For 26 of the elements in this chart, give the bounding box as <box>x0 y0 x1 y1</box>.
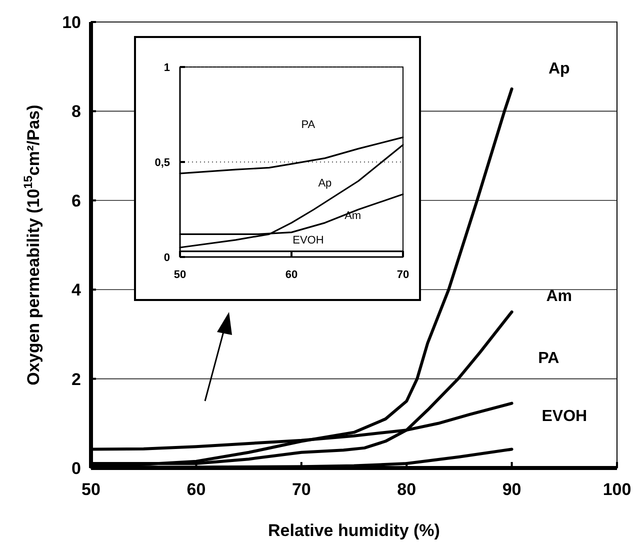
x-tick-label: 100 <box>602 480 632 499</box>
y-tick-label: 4 <box>72 280 82 300</box>
x-tick-label: 70 <box>292 480 311 499</box>
series-label: EVOH <box>292 234 324 247</box>
x-tick-label: 60 <box>186 480 206 499</box>
text: EVOH <box>542 408 588 426</box>
x-tick-label: 80 <box>397 480 416 499</box>
x-tick-label: 60 <box>285 269 298 281</box>
text: PA <box>538 350 560 368</box>
y-tick-label: 0,5 <box>154 156 170 169</box>
y-tick-label: 6 <box>72 191 81 210</box>
y-tick-label: 0 <box>164 252 170 264</box>
text: Ap <box>548 60 570 78</box>
x-tick-label: 70 <box>396 269 410 281</box>
text: Am <box>546 288 572 305</box>
text: PA <box>301 118 316 131</box>
y-tick-label: 0 <box>72 458 81 478</box>
series-label: Ap <box>318 178 332 190</box>
y-tick-label: 8 <box>72 102 81 122</box>
y-tick-label: 10 <box>62 12 81 32</box>
x-axis-title: Relative humidity (%) <box>268 521 440 540</box>
x-tick-label: 90 <box>502 480 522 499</box>
x-tick-label: 50 <box>82 480 100 499</box>
y-tick-label: 1 <box>164 62 170 74</box>
y-tick-label: 2 <box>72 370 81 389</box>
x-tick-label: 50 <box>174 269 186 281</box>
